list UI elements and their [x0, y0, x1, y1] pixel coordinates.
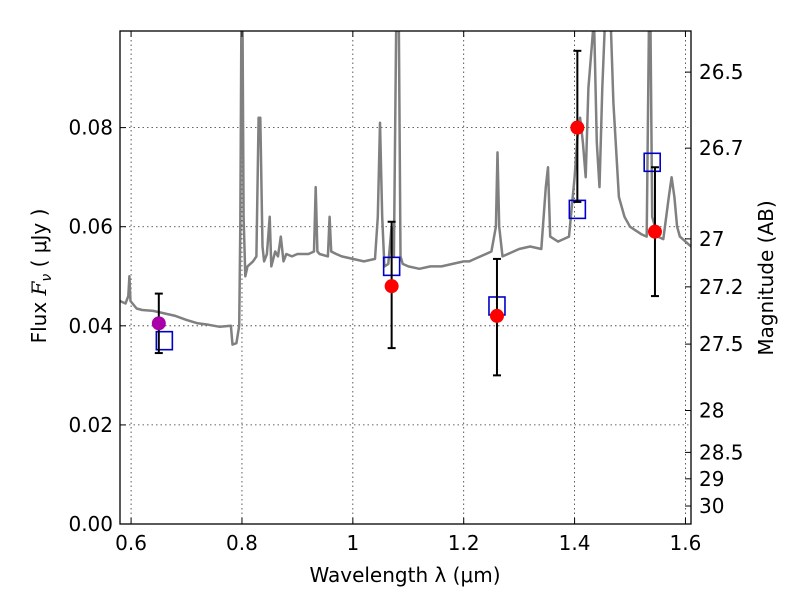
spectrum-line: [120, 31, 691, 346]
x-tick-label: 1: [346, 531, 359, 555]
y2-tick-label: 26.7: [699, 136, 744, 160]
observed-nir-point: [384, 279, 399, 294]
y-tick-label: 0.06: [68, 215, 113, 239]
model-photometry-square: [155, 330, 174, 351]
x-axis-title: Wavelength λ (μm): [309, 563, 500, 587]
y-axis-title-symbol: F: [27, 280, 51, 296]
y-tick-label: 0.04: [68, 314, 113, 338]
y2-tick-label: 29: [699, 467, 724, 491]
observed-nir-point: [647, 224, 662, 239]
y2-tick-label: 27: [699, 227, 724, 251]
y2-tick-label: 28.5: [699, 440, 744, 464]
plot-area: [120, 31, 691, 346]
observed-optical-point: [151, 316, 166, 331]
y-axis-title-suffix: ( μJy ): [27, 209, 51, 274]
y-axis-title: Flux Fν ( μJy ): [27, 209, 55, 344]
x-tick-label: 1.6: [670, 531, 702, 555]
y-axis-title-prefix: Flux: [27, 295, 51, 343]
x-tick-label: 1.2: [448, 531, 480, 555]
y-tick-label: 0.08: [68, 116, 113, 140]
y2-tick-label: 28: [699, 398, 724, 422]
model-photometry-square: [643, 152, 661, 173]
x-tick-label: 0.6: [115, 531, 147, 555]
y2-tick-label: 27.5: [699, 332, 744, 356]
markers: [151, 49, 662, 377]
plot-background: [120, 31, 691, 524]
plot-frame: [119, 30, 692, 525]
observed-nir-point: [489, 308, 504, 323]
x-tick-label: 0.8: [226, 531, 258, 555]
x-tick-label: 1.4: [559, 531, 591, 555]
axes: 0.6 0.8 1 1.2 1.4 1.6 0.00 0.02 0.04 0.06 0.08 26.5…: [68, 31, 744, 555]
y-axis-title-subscript: ν: [39, 274, 55, 282]
observed-nir-point: [570, 120, 585, 135]
y2-axis-title: Magnitude (AB): [754, 200, 778, 355]
y2-tick-label: 27.2: [699, 275, 744, 299]
y-tick-label: 0.02: [68, 413, 113, 437]
y2-tick-label: 26.5: [699, 60, 744, 84]
y-tick-label: 0.00: [68, 512, 113, 536]
y2-tick-label: 30: [699, 494, 724, 518]
